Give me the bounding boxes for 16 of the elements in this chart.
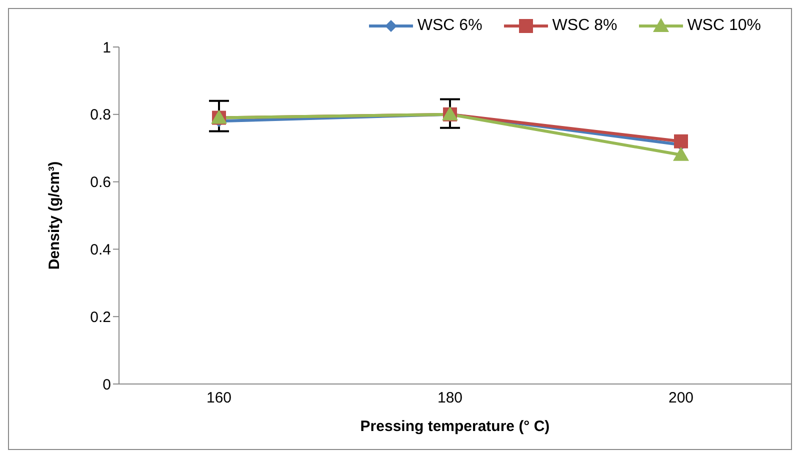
y-tick-label: 0.6 xyxy=(90,174,111,192)
x-axis-title: Pressing temperature (° C) xyxy=(360,418,550,435)
legend-label: WSC 8% xyxy=(552,17,618,35)
y-tick-label: 1 xyxy=(102,39,111,56)
x-tick-label: 160 xyxy=(206,390,232,407)
y-tick-label: 0.2 xyxy=(90,308,111,326)
point xyxy=(674,134,688,148)
legend-label: WSC 10% xyxy=(687,17,761,35)
y-tick-label: 0 xyxy=(102,376,111,394)
x-tick-label: 200 xyxy=(668,390,694,407)
legend-label: WSC 6% xyxy=(417,17,482,35)
point xyxy=(673,146,689,161)
x-tick-label: 180 xyxy=(437,390,463,407)
y-tick-label: 0.4 xyxy=(90,242,111,259)
y-axis-title: Density (g/cm³) xyxy=(46,161,63,270)
y-tick-label: 0.8 xyxy=(90,106,111,124)
